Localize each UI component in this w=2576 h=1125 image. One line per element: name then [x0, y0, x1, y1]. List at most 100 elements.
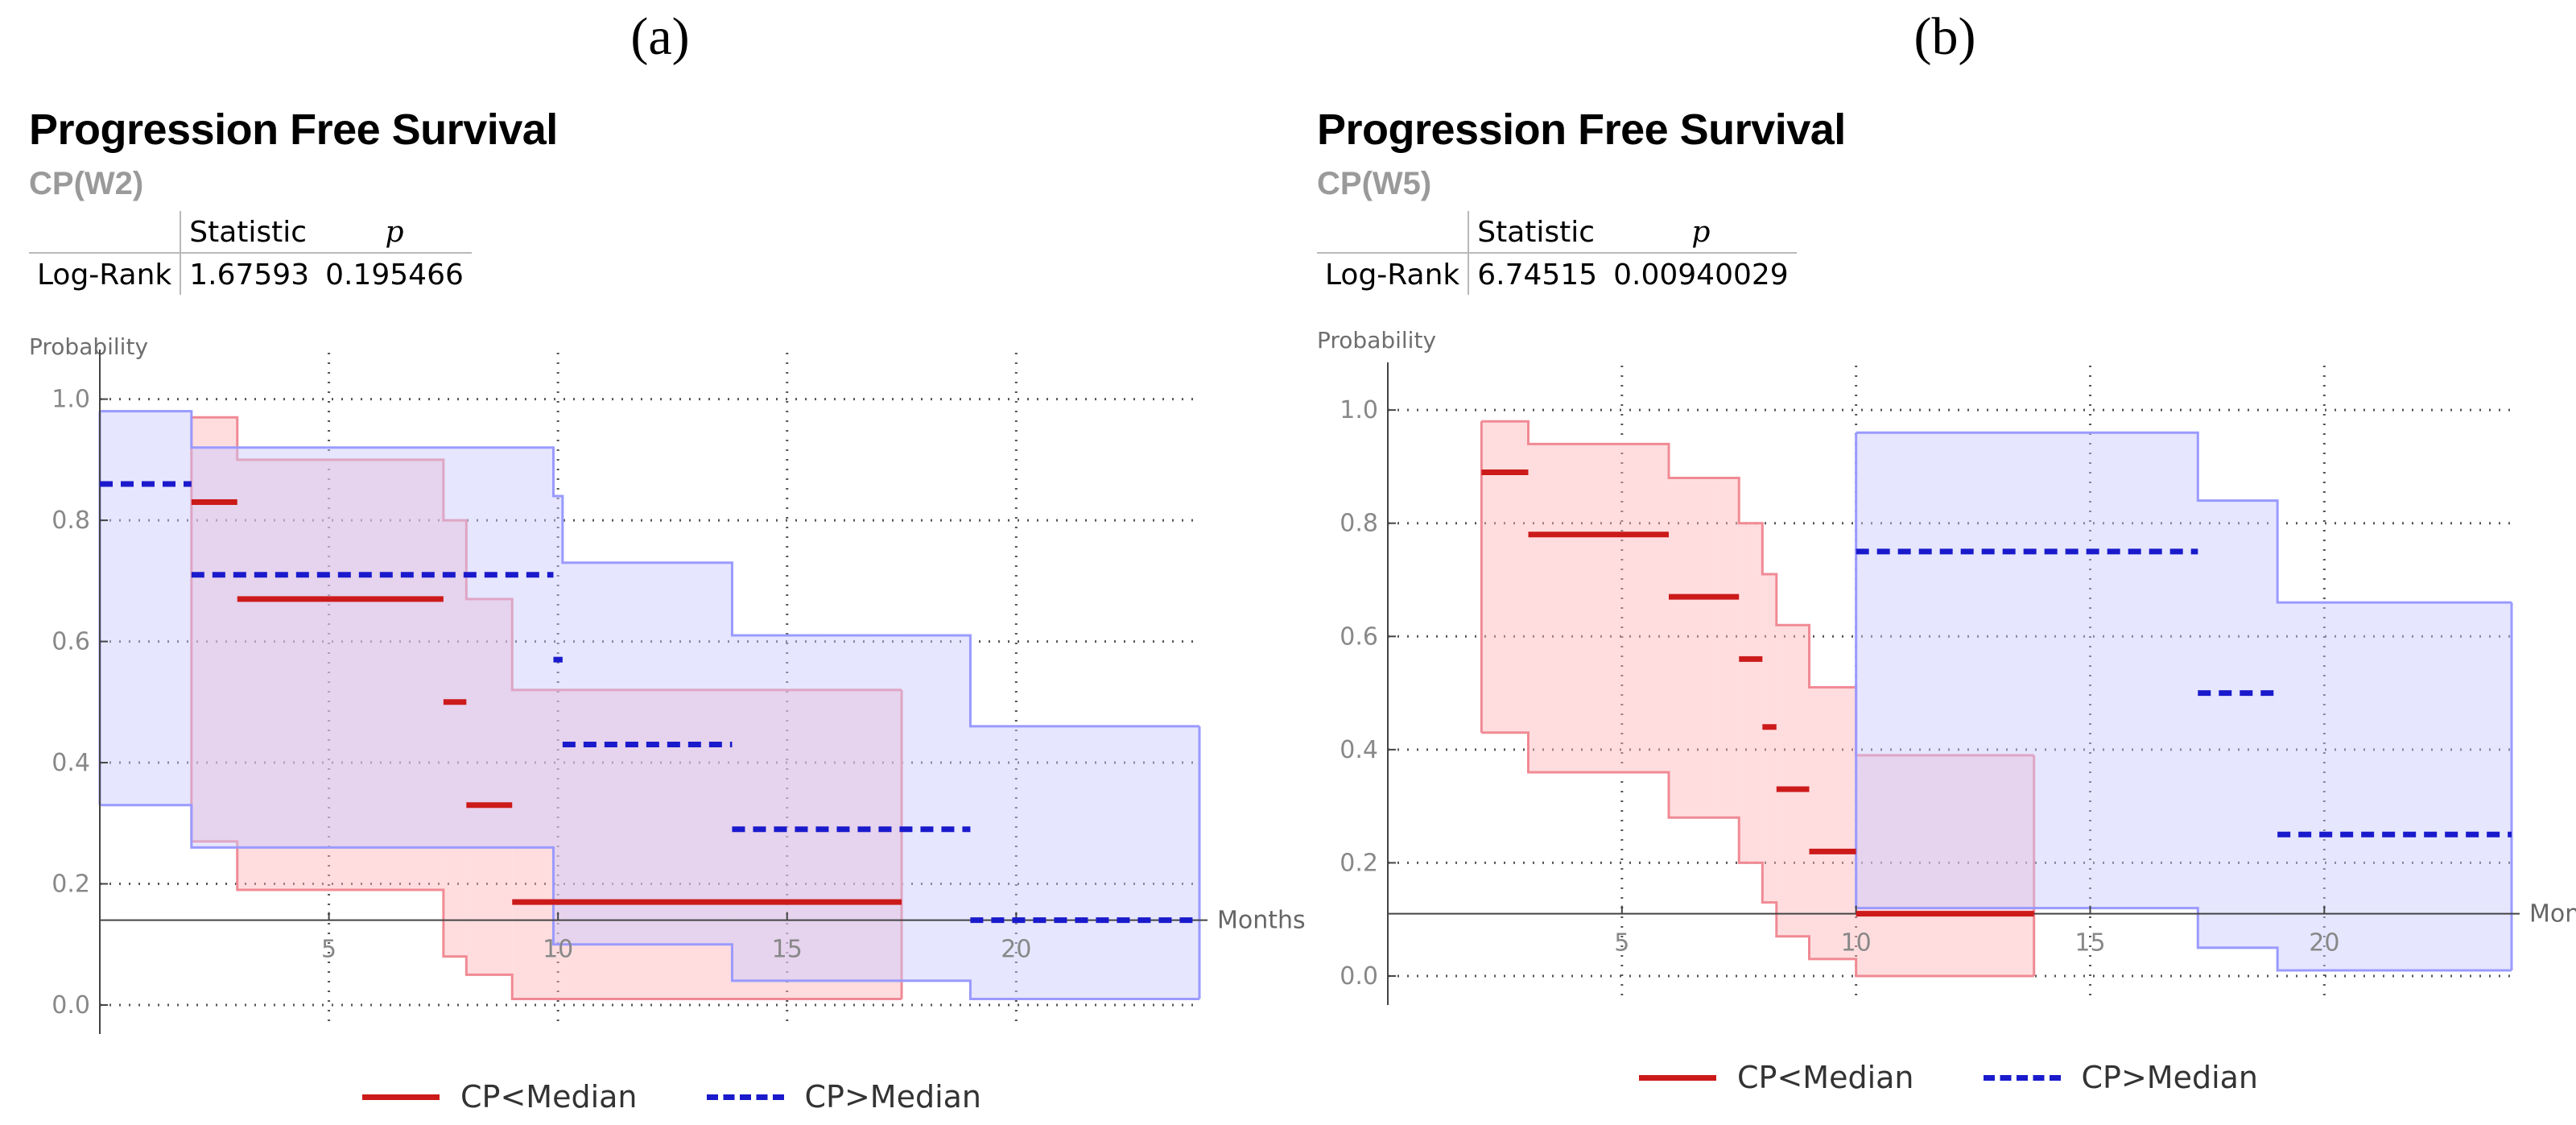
- p-value: 0.00940029: [1613, 259, 1789, 292]
- series-blue: [100, 481, 1199, 924]
- band-segment: [512, 689, 902, 999]
- col-header-statistic: Statistic: [180, 211, 318, 254]
- panel-b: (b) Progression Free Survival CP(W5) Sta…: [1288, 0, 2576, 1125]
- band-segment: [553, 496, 563, 945]
- confidence-band-red: [190, 416, 903, 1000]
- y-tick-label: 1.0: [1340, 396, 1378, 424]
- band-segment: [732, 635, 971, 981]
- band-segment: [2198, 500, 2278, 948]
- chart-subtitle: CP(W2): [29, 166, 144, 201]
- legend: CP<Median CP>Median: [362, 1079, 1030, 1115]
- legend-swatch-red: [1639, 1074, 1716, 1081]
- col-header-p: p: [317, 211, 472, 254]
- row-header-log-rank: Log-Rank: [29, 253, 182, 295]
- col-header-p: p: [1605, 211, 1797, 254]
- x-tick-label: 10: [543, 936, 573, 964]
- band-lower-edge: [100, 804, 1199, 1000]
- band-upper-edge: [191, 416, 902, 692]
- y-tick-label: 0.4: [1340, 736, 1378, 764]
- log-rank-table: Statistic p Log-Rank 6.74515 0.00940029: [1317, 211, 1797, 295]
- series-red: [191, 499, 902, 905]
- band-segment: [1776, 625, 1810, 937]
- series-blue: [1856, 548, 2512, 838]
- y-tick-label: 0.2: [52, 871, 90, 899]
- y-axis-label: Probability: [1317, 327, 1437, 354]
- x-tick-label: 5: [321, 936, 336, 964]
- panel-a: (a) Progression Free Survival CP(W2) Sta…: [29, 7, 1306, 1115]
- band-segment: [1762, 573, 1777, 903]
- band-segment: [970, 726, 1199, 999]
- y-tick-label: 0.6: [52, 628, 90, 656]
- y-tick-label: 0.8: [1340, 510, 1378, 538]
- band-segment: [1856, 432, 2198, 908]
- legend-item-red: CP<Median: [362, 1079, 638, 1115]
- legend-item-blue: CP>Median: [1983, 1060, 2259, 1095]
- x-tick-label: 20: [2309, 929, 2339, 957]
- p-value: 0.195466: [325, 259, 464, 292]
- legend-item-red: CP<Median: [1639, 1060, 1914, 1095]
- legend: CP<Median CP>Median: [1639, 1060, 2306, 1095]
- legend-swatch-blue: [1983, 1074, 2061, 1081]
- survival-plot-a: 5 10 15 20 0.0 0.2 0.4 0.6 0.8 1.0 Months: [52, 349, 1306, 1034]
- band-segment: [1809, 687, 1856, 959]
- band-segment: [1481, 421, 1529, 733]
- x-tick-label: 15: [772, 936, 803, 964]
- col-header-statistic: Statistic: [1468, 211, 1606, 254]
- band-lower-edge: [1481, 731, 2034, 978]
- x-tick-label: 5: [1614, 929, 1629, 957]
- log-rank-table: Statistic p Log-Rank 1.67593 0.195466: [29, 211, 472, 295]
- row-header-log-rank: Log-Rank: [1317, 253, 1470, 295]
- panel-label: (a): [630, 7, 690, 66]
- chart-title: Progression Free Survival: [1317, 105, 1846, 154]
- series-red: [1481, 469, 2034, 917]
- chart-title: Progression Free Survival: [29, 105, 558, 154]
- y-tick-label: 0.2: [1340, 849, 1378, 877]
- legend-label-blue: CP>Median: [2081, 1060, 2259, 1095]
- x-tick-label: 20: [1001, 936, 1031, 964]
- band-lower-edge: [191, 840, 902, 1000]
- band-segment: [1669, 478, 1716, 818]
- legend-swatch-blue: [706, 1094, 784, 1100]
- confidence-band-blue: [98, 410, 1201, 1000]
- table-corner: [29, 211, 182, 254]
- band-segment: [466, 598, 513, 975]
- y-tick-label: 1.0: [52, 386, 90, 414]
- x-axis-label: Months: [2529, 900, 2576, 929]
- band-segment: [1856, 755, 2034, 976]
- band-lower-edge: [1856, 907, 2512, 972]
- band-upper-edge: [1481, 420, 2034, 757]
- panel-label: (b): [1913, 7, 1976, 66]
- band-segment: [191, 447, 554, 848]
- y-tick-label: 0.6: [1340, 622, 1378, 651]
- x-tick-label: 15: [2074, 929, 2105, 957]
- y-tick-label: 0.0: [1340, 962, 1378, 991]
- band-segment: [100, 411, 192, 805]
- x-axis-label: Months: [1217, 907, 1306, 935]
- band-segment: [191, 417, 237, 842]
- band-segment: [1528, 444, 1669, 772]
- legend-label-red: CP<Median: [460, 1079, 638, 1115]
- legend-label-blue: CP>Median: [804, 1079, 982, 1115]
- band-upper-edge: [100, 410, 1199, 728]
- y-tick-label: 0.4: [52, 749, 90, 777]
- legend-swatch-red: [362, 1094, 440, 1100]
- band-segment: [1739, 523, 1763, 863]
- y-tick-label: 0.0: [52, 991, 90, 1020]
- band-segment: [562, 562, 733, 945]
- confidence-band-blue: [1855, 431, 2513, 972]
- y-tick-label: 0.8: [52, 507, 90, 535]
- band-segment: [443, 520, 467, 957]
- band-segment: [2277, 602, 2512, 970]
- band-segment: [1715, 478, 1740, 818]
- statistic-value: 1.67593: [189, 259, 310, 292]
- x-tick-label: 10: [1841, 929, 1872, 957]
- legend-item-blue: CP>Median: [706, 1079, 982, 1115]
- y-axis-label: Probability: [29, 333, 149, 360]
- statistic-value: 6.74515: [1477, 259, 1598, 292]
- band-upper-edge: [1856, 431, 2512, 604]
- chart-subtitle: CP(W5): [1317, 166, 1432, 201]
- table-corner: [1317, 211, 1470, 254]
- legend-label-red: CP<Median: [1737, 1060, 1914, 1095]
- survival-plot-b: 5 10 15 20 0.0 0.2 0.4 0.6 0.8 1.0 Months: [1340, 362, 2576, 1005]
- band-segment: [237, 459, 444, 891]
